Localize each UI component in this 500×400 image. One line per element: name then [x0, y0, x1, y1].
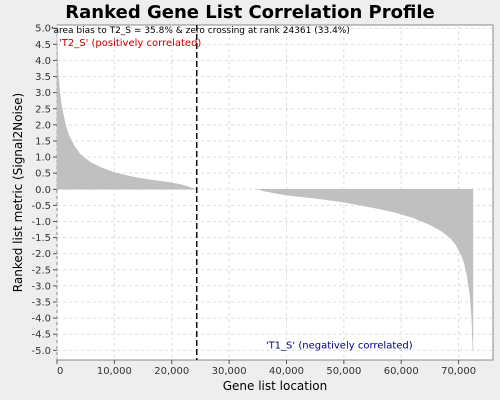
- y-tick-label: -3.0: [31, 281, 51, 292]
- y-tick-label: 2.5: [35, 104, 51, 115]
- y-tick-label: 3.0: [35, 88, 51, 99]
- y-tick-label: -1.0: [31, 217, 51, 228]
- y-tick-label: -2.0: [31, 249, 51, 260]
- y-tick-label: -0.5: [31, 201, 51, 212]
- area-series: [56, 28, 474, 351]
- y-tick-label: 5.0: [35, 24, 51, 35]
- y-tick-label: -1.5: [31, 233, 51, 244]
- y-tick-label: 4.5: [35, 40, 51, 51]
- y-tick-label: 0.0: [35, 185, 51, 196]
- x-axis-ticks: 0 10,000 20,000 30,000 40,000 50,000 60,000 70,…: [56, 360, 476, 377]
- y-axis-ticks: 5.0 4.5 4.0 3.5 3.0 2.5 2.0 1.5 1.0 0.5 0.0 -0.5 -1.…: [31, 24, 57, 357]
- grid-lines: [56, 25, 493, 360]
- x-tick-label: 70,000: [441, 366, 476, 377]
- x-tick-label: 0: [57, 366, 63, 377]
- x-axis-title: Gene list location: [223, 379, 328, 393]
- y-tick-label: -2.5: [31, 265, 51, 276]
- negative-area: [257, 189, 474, 351]
- x-tick-label: 40,000: [269, 366, 304, 377]
- y-tick-label: 2.0: [35, 120, 51, 131]
- negative-correlation-label: 'T1_S' (negatively correlated): [266, 341, 413, 352]
- summary-annotation: 'area bias to T2_S = 35.8% & zero crossi…: [51, 26, 350, 36]
- positive-correlation-label: 'T2_S' (positively correlated): [59, 38, 201, 49]
- y-tick-label: -4.5: [31, 330, 51, 341]
- y-tick-label: -4.0: [31, 314, 51, 325]
- x-tick-label: 60,000: [384, 366, 419, 377]
- positive-area: [56, 28, 197, 190]
- y-tick-label: 3.5: [35, 72, 51, 83]
- x-tick-label: 50,000: [326, 366, 361, 377]
- chart-title: Ranked Gene List Correlation Profile: [65, 2, 434, 23]
- y-tick-label: -5.0: [31, 346, 51, 357]
- x-tick-label: 20,000: [154, 366, 189, 377]
- y-tick-label: 4.0: [35, 56, 51, 67]
- y-axis-title: Ranked list metric (Signal2Noise): [11, 93, 25, 292]
- y-tick-label: -3.5: [31, 298, 51, 309]
- y-tick-label: 1.0: [35, 153, 51, 164]
- x-tick-label: 30,000: [212, 366, 247, 377]
- x-tick-label: 10,000: [97, 366, 132, 377]
- y-tick-label: 0.5: [35, 169, 51, 180]
- y-tick-label: 1.5: [35, 136, 51, 147]
